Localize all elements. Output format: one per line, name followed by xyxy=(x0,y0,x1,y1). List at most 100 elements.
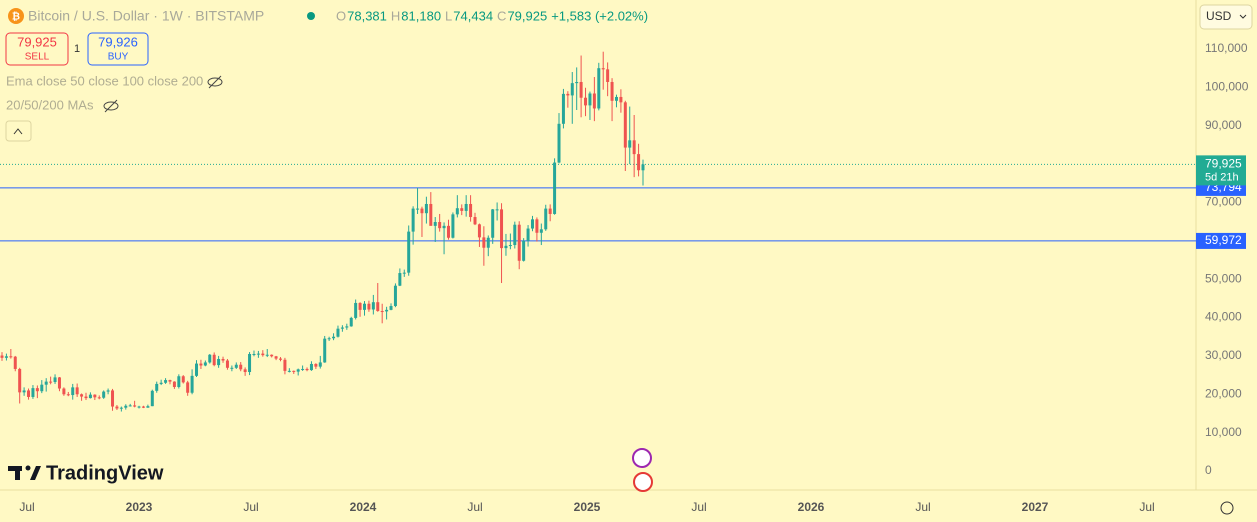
candle-body xyxy=(637,154,641,171)
collapse-button[interactable] xyxy=(5,120,32,142)
ohlc-value: 74,434 xyxy=(453,8,493,23)
candle-body xyxy=(270,354,274,357)
buy-button[interactable] xyxy=(87,32,149,66)
candle-body xyxy=(349,317,353,327)
settings-icon[interactable] xyxy=(1220,501,1234,515)
candle-body xyxy=(358,302,362,310)
candle-body xyxy=(248,353,252,373)
x-tick-label: 2024 xyxy=(350,500,377,514)
visibility-icon[interactable] xyxy=(207,75,223,89)
candle-body xyxy=(9,356,13,358)
y-tick-label: 90,000 xyxy=(1205,118,1242,132)
candle-body xyxy=(460,208,464,211)
candle-body xyxy=(407,231,411,273)
candle-body xyxy=(27,390,31,397)
visibility-icon[interactable] xyxy=(103,99,119,113)
candle-body xyxy=(340,327,344,329)
candle-body xyxy=(424,203,428,214)
countdown-label: 5d 21h xyxy=(1205,171,1239,183)
y-tick-label: 30,000 xyxy=(1205,348,1242,362)
event-icon[interactable] xyxy=(632,448,652,468)
candle-body xyxy=(517,224,521,261)
candle-body xyxy=(362,303,366,310)
candle-body xyxy=(619,96,623,103)
candle-body xyxy=(217,358,221,366)
sell-button[interactable] xyxy=(5,32,69,66)
candle-body xyxy=(66,394,70,396)
candle-body xyxy=(579,81,583,98)
candle-body xyxy=(592,93,596,109)
sell-label: SELL xyxy=(25,52,50,63)
candle-body xyxy=(495,209,499,211)
candle-body xyxy=(522,240,526,261)
event-icon[interactable] xyxy=(633,472,653,492)
last-price-tag xyxy=(1196,155,1246,186)
candle-body xyxy=(367,303,371,310)
candle-body xyxy=(13,356,17,369)
candle-body xyxy=(601,68,605,70)
candle-body xyxy=(566,93,570,96)
candle-body xyxy=(614,96,618,101)
x-tick-label: Jul xyxy=(1139,500,1154,514)
candle-body xyxy=(93,394,97,398)
candle-body xyxy=(212,354,216,366)
candle-body xyxy=(31,388,35,397)
candle-body xyxy=(159,382,163,384)
candle-body xyxy=(164,380,168,383)
candle-body xyxy=(446,225,450,238)
ohlc-value: 79,925 xyxy=(507,8,547,23)
indicator-ma[interactable]: 20/50/200 MAs xyxy=(6,97,94,112)
candle-body xyxy=(88,394,92,399)
candle-body xyxy=(177,376,181,387)
candle-body xyxy=(371,302,375,310)
candle-body xyxy=(172,381,176,387)
candle-body xyxy=(398,273,402,286)
candle-body xyxy=(332,336,336,339)
candle-body xyxy=(323,338,327,363)
candle-body xyxy=(141,406,145,408)
price-line-tag xyxy=(1196,232,1246,249)
candle-body xyxy=(345,326,349,328)
candle-body xyxy=(243,369,247,373)
market-status xyxy=(307,12,315,20)
candle-body xyxy=(588,93,592,106)
candle-body xyxy=(433,222,437,226)
y-tick-label: 0 xyxy=(1205,463,1212,477)
y-tick-label: 70,000 xyxy=(1205,195,1242,209)
candle-body xyxy=(102,391,106,398)
candle-body xyxy=(305,368,309,371)
candle-body xyxy=(610,81,614,101)
candle-body xyxy=(402,272,406,274)
ohlc-row: O 78,381 H 81,180 L 74,434 C 79,925 +1,583 (+2.0… xyxy=(336,8,648,23)
candle-body xyxy=(491,209,495,238)
tradingview-wordmark: TradingView xyxy=(46,462,164,484)
candle-body xyxy=(442,225,446,229)
candle-body xyxy=(500,209,504,249)
candle-body xyxy=(279,358,283,360)
tradingview-logo xyxy=(8,465,41,480)
candle-body xyxy=(80,394,84,397)
candle-body xyxy=(261,353,265,356)
candle-body xyxy=(230,367,234,369)
candle-body xyxy=(482,237,486,248)
candle-body xyxy=(256,353,260,355)
candle-body xyxy=(234,364,238,368)
candle-body xyxy=(111,390,115,407)
candle-body xyxy=(283,359,287,371)
candle-body xyxy=(508,245,512,247)
sell-price: 79,925 xyxy=(17,34,57,49)
indicator-ema[interactable]: Ema close 50 close 100 close 200 xyxy=(6,73,203,88)
candle-body xyxy=(195,363,199,376)
y-tick-label: 110,000 xyxy=(1205,41,1248,55)
candle-body xyxy=(4,356,8,358)
candle-body xyxy=(53,377,57,382)
candle-body xyxy=(628,140,632,148)
candle-body xyxy=(106,390,110,392)
candle-body xyxy=(62,388,66,395)
x-tick-label: Jul xyxy=(915,500,930,514)
candle-body xyxy=(632,140,636,155)
currency-button[interactable] xyxy=(1199,4,1253,30)
candle-body xyxy=(544,208,548,230)
candle-body xyxy=(451,214,455,238)
candle-body xyxy=(137,406,141,408)
